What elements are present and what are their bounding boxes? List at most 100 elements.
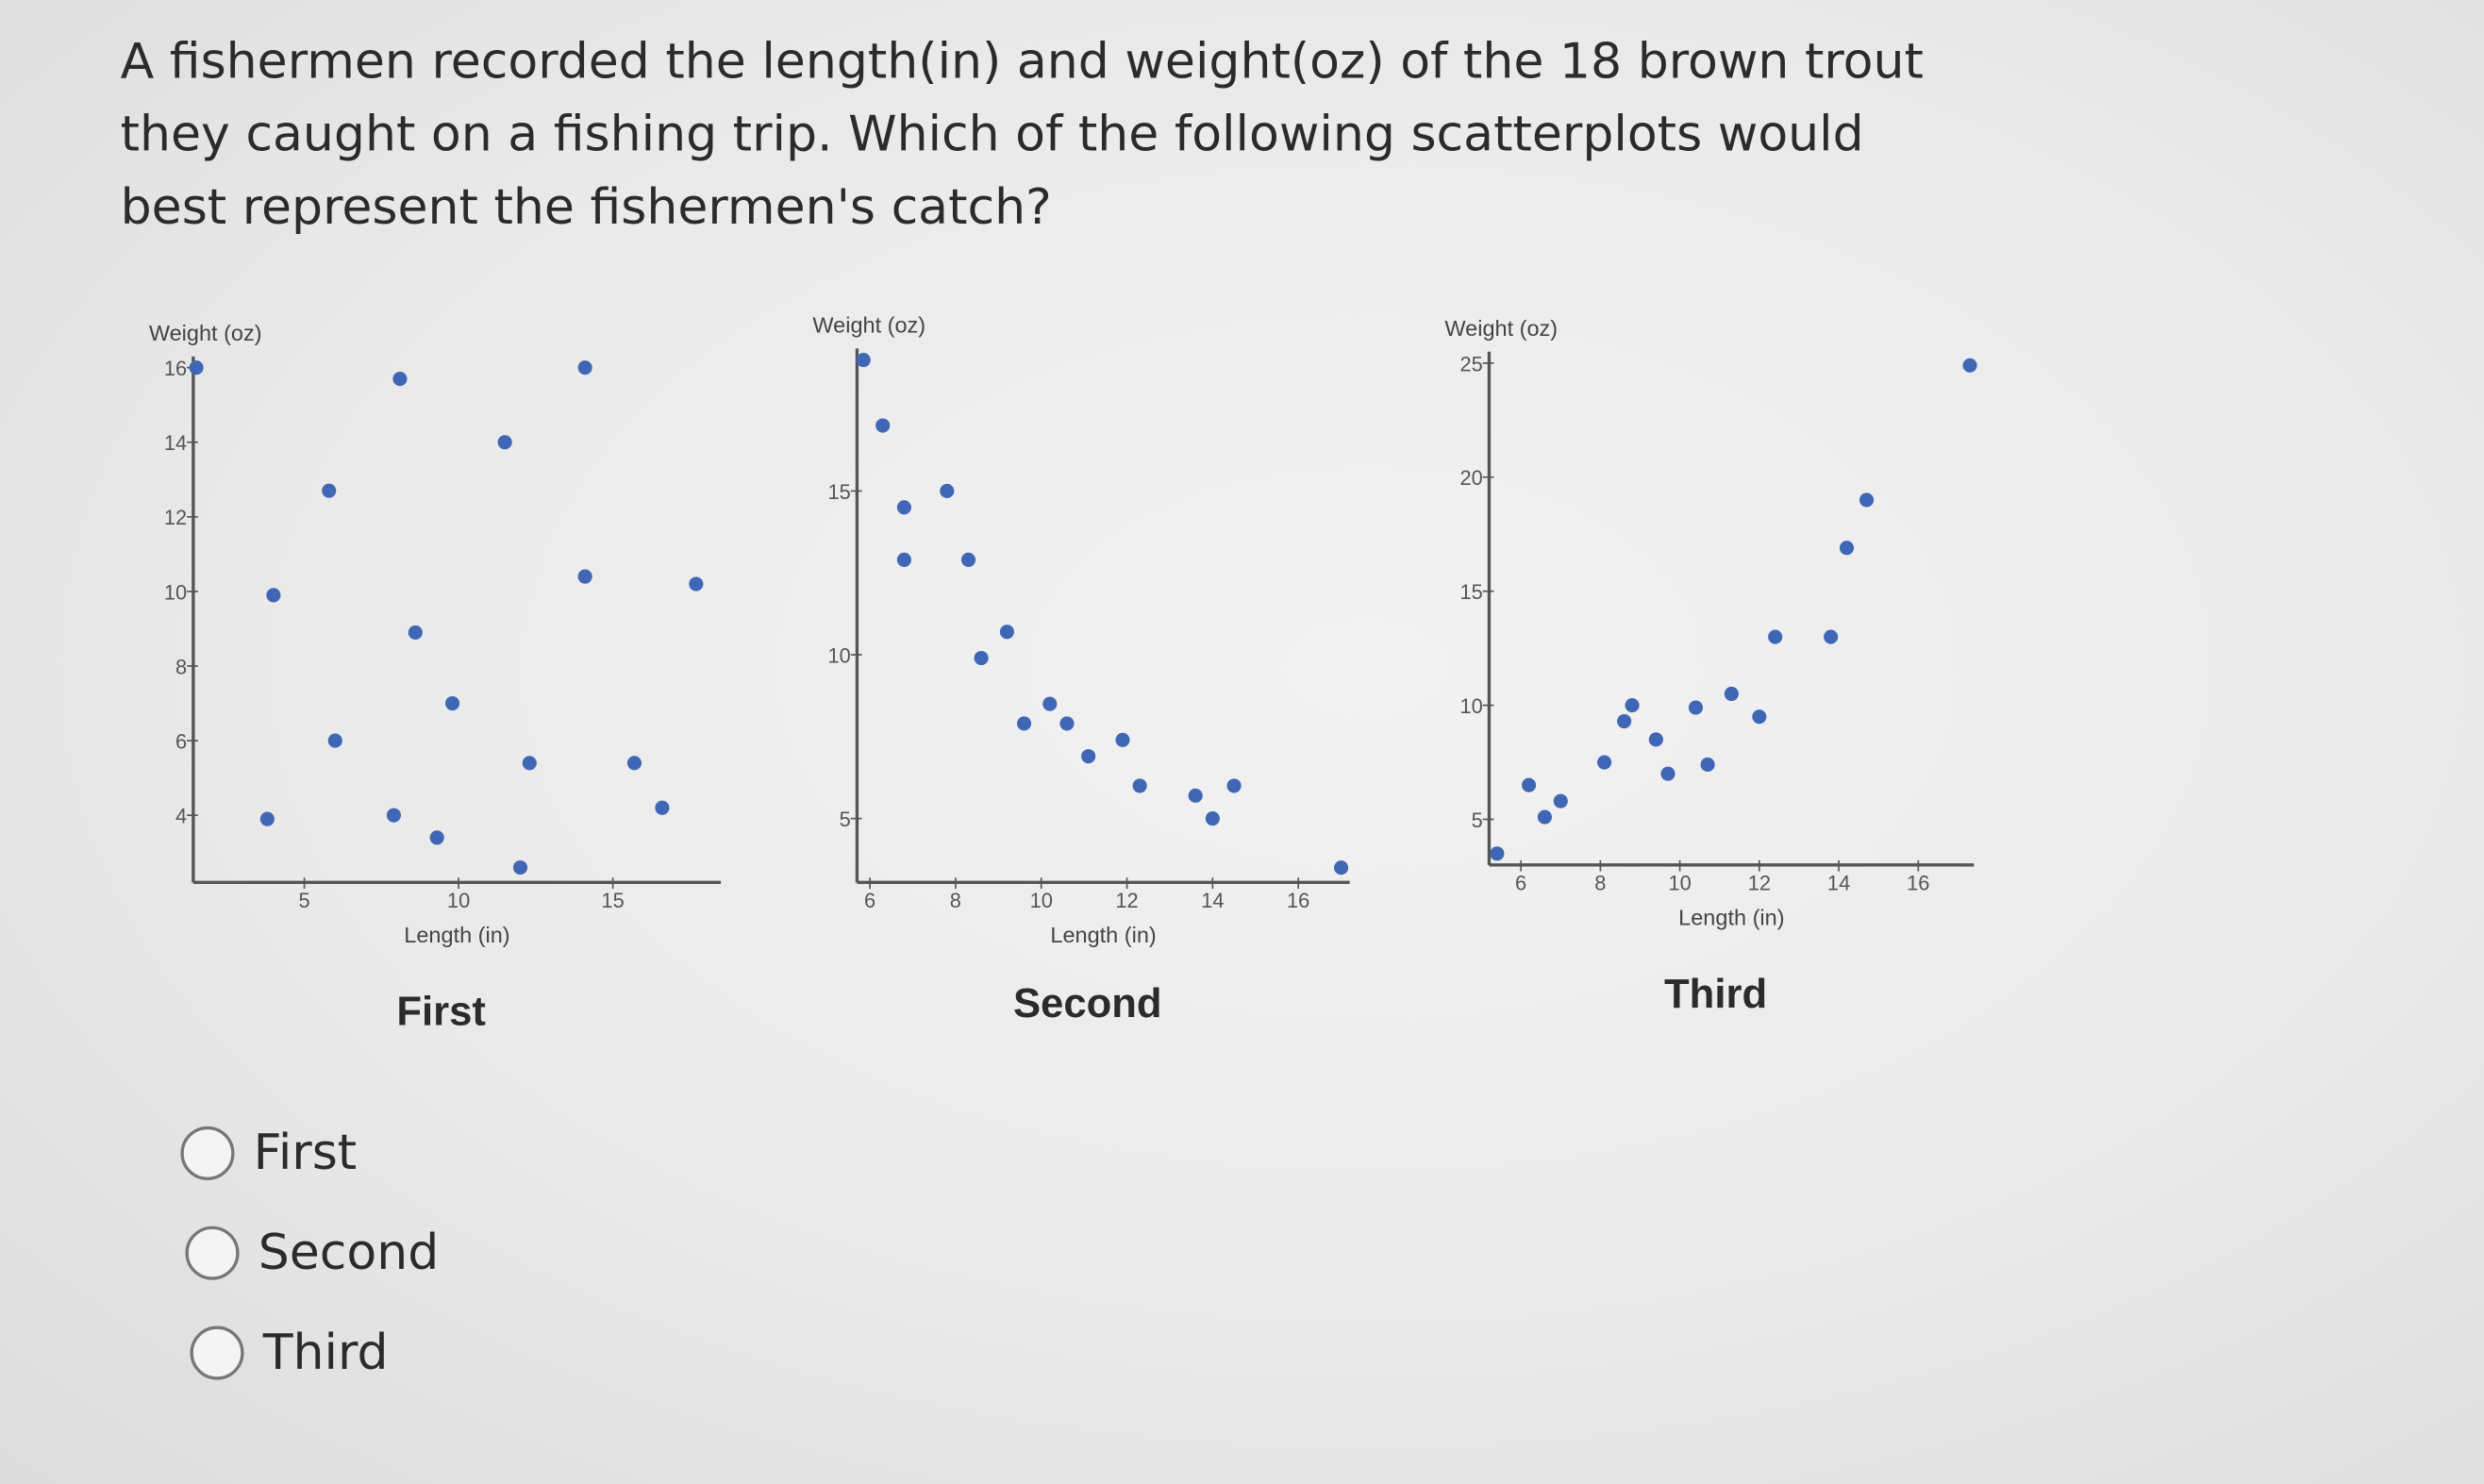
x-tick-label: 10 [1668, 872, 1691, 895]
data-point [1625, 698, 1640, 713]
option-label[interactable]: Third [262, 1324, 389, 1382]
y-axis-label: Weight (oz) [149, 321, 262, 345]
data-point [1226, 778, 1242, 793]
x-tick-label: 8 [950, 889, 961, 912]
data-point [259, 811, 275, 826]
data-point [1522, 777, 1537, 792]
data-point [1752, 709, 1767, 725]
data-point [875, 418, 891, 433]
data-point [1115, 732, 1130, 747]
data-point [655, 800, 670, 815]
y-tick-label: 16 [164, 357, 187, 380]
x-tick-label: 16 [1907, 872, 1929, 895]
data-point [1617, 713, 1632, 729]
data-point [940, 483, 955, 499]
y-tick-label: 6 [175, 729, 187, 753]
data-point [1688, 700, 1704, 715]
y-tick-label: 8 [175, 655, 187, 678]
chart-caption: First [396, 988, 486, 1034]
radio-button[interactable] [190, 1326, 244, 1380]
data-point [444, 695, 460, 711]
data-point [1188, 788, 1203, 803]
data-point [266, 588, 281, 603]
x-tick-label: 10 [447, 889, 470, 912]
y-tick-label: 5 [1472, 809, 1483, 832]
option[interactable]: Second [185, 1225, 439, 1281]
data-point [689, 576, 704, 592]
data-point [1962, 358, 1977, 373]
y-tick-label: 4 [175, 805, 187, 828]
data-point [577, 569, 592, 584]
data-point [577, 360, 592, 375]
data-point [392, 371, 408, 387]
x-axis-label: Length (in) [1050, 923, 1156, 947]
x-tick-label: 6 [864, 889, 875, 912]
x-axis-label: Length (in) [404, 923, 509, 947]
y-tick-label: 20 [1459, 466, 1482, 490]
data-point [1334, 860, 1349, 875]
data-point [1016, 716, 1032, 731]
data-point [429, 830, 444, 845]
data-point [512, 859, 528, 875]
data-point [1859, 492, 1875, 508]
data-point [626, 756, 642, 771]
y-tick-label: 10 [164, 580, 187, 604]
data-point [1490, 846, 1505, 861]
data-point [1042, 696, 1058, 711]
data-point [1081, 749, 1096, 764]
y-axis-label: Weight (oz) [1444, 316, 1558, 341]
data-point [497, 435, 512, 450]
data-point [1724, 686, 1739, 702]
y-tick-label: 14 [164, 431, 187, 455]
x-tick-label: 16 [1287, 889, 1309, 912]
y-tick-label: 5 [840, 808, 851, 831]
data-point [1132, 778, 1147, 793]
data-point [1553, 793, 1568, 809]
y-tick-label: 25 [1459, 352, 1482, 375]
x-tick-label: 12 [1115, 889, 1138, 912]
data-point [522, 756, 537, 771]
x-axis-label: Length (in) [1678, 906, 1784, 930]
y-axis-label: Weight (oz) [812, 313, 925, 338]
data-point [322, 483, 337, 498]
data-point [1839, 541, 1855, 556]
data-point [1824, 629, 1839, 644]
data-point [1648, 732, 1663, 747]
data-point [896, 500, 911, 515]
x-tick-label: 15 [601, 889, 624, 912]
y-tick-label: 15 [827, 480, 850, 504]
data-point [1205, 811, 1220, 826]
y-tick-label: 12 [164, 506, 187, 529]
x-tick-label: 5 [299, 889, 310, 912]
radio-button[interactable] [185, 1226, 240, 1280]
data-point [960, 552, 976, 567]
x-tick-label: 12 [1748, 872, 1771, 895]
option[interactable]: First [180, 1125, 358, 1182]
data-point [1059, 716, 1075, 731]
data-point [189, 360, 204, 375]
option[interactable]: Third [190, 1324, 389, 1382]
chart-caption: Second [1013, 980, 1162, 1026]
data-point [999, 625, 1014, 640]
data-point [386, 808, 401, 823]
data-point [1768, 629, 1783, 644]
y-tick-label: 10 [827, 643, 850, 667]
data-point [896, 552, 911, 567]
data-point [1660, 766, 1675, 781]
data-point [974, 650, 989, 666]
x-tick-label: 8 [1594, 872, 1606, 895]
x-tick-label: 14 [1201, 889, 1224, 912]
data-point [408, 625, 423, 640]
option-label[interactable]: Second [258, 1225, 440, 1282]
question: A fishermen recorded the length(in) and … [120, 33, 1924, 237]
data-point [1537, 809, 1552, 825]
x-tick-label: 6 [1515, 872, 1526, 895]
x-tick-label: 14 [1827, 872, 1850, 895]
radio-button[interactable] [180, 1126, 235, 1181]
option-label[interactable]: First [253, 1125, 358, 1182]
data-point [1700, 757, 1715, 773]
data-point [1597, 755, 1612, 770]
